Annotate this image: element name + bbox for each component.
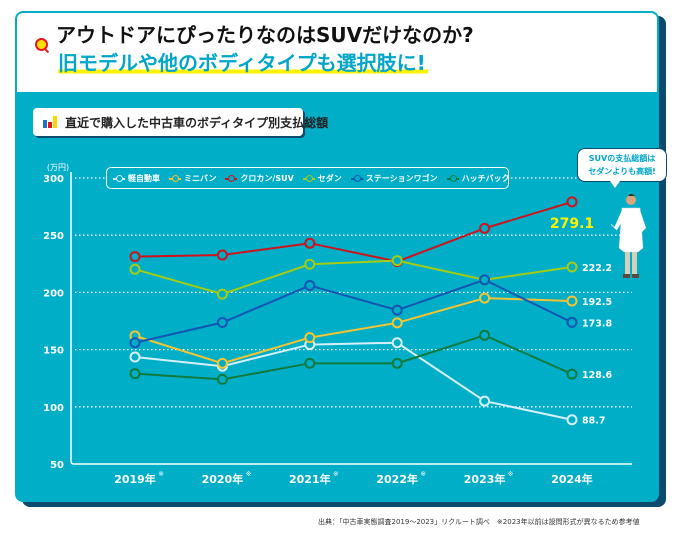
data-point [479,274,491,286]
data-point [304,280,316,292]
legend-item: 軽自動車 [113,173,160,184]
x-tick-footnote-mark: ※ [333,470,339,478]
legend-marker-icon [113,174,125,182]
data-point [566,261,578,273]
data-point [216,373,228,385]
subheadline: 旧モデルや他のボディタイプも選択肢に! [58,47,428,76]
y-tick-label: 250 [43,231,64,242]
series-line [134,334,573,381]
data-point [304,258,316,270]
data-point [304,237,316,249]
bar-chart-icon [43,116,57,128]
data-point [216,249,228,261]
legend-label: クロカン/SUV [240,173,294,183]
data-point [391,317,403,329]
data-point [304,332,316,344]
data-point [566,414,578,426]
data-point [566,368,578,380]
x-tick-footnote-mark: ※ [245,470,251,478]
data-label: 192.5 [582,297,612,308]
callout-bubble: SUVの支払総額は セダンよりも高額! [577,148,667,188]
callout-line-2: セダンよりも高額! [588,167,656,176]
y-tick-label: 200 [43,288,64,299]
data-point [129,337,141,349]
legend-marker-icon [446,174,459,182]
callout-line-1: SUVの支払総額は [588,154,656,163]
data-point [566,196,578,208]
x-tick-label: 2023年 [464,472,506,486]
x-tick-footnote-mark: ※ [508,470,514,478]
x-tick-label: 2019年 [114,472,156,486]
legend-item: クロカン/SUV [225,173,294,184]
data-label: 128.6 [582,370,612,381]
data-point [129,351,141,363]
axis-line [70,172,632,465]
x-tick-label: 2021年 [289,472,331,486]
data-label-highlight: 279.1 [550,216,594,232]
legend-label: ステーションワゴン [365,173,438,183]
x-tick-footnote-mark: ※ [420,470,426,478]
data-point [391,304,403,316]
chart-title-box: 直近で購入した中古車のボディタイプ別支払総額 [33,108,328,136]
data-point [391,255,403,267]
data-label: 88.7 [582,416,605,427]
data-point [566,295,578,307]
data-point [479,292,491,304]
legend-marker-icon [169,174,181,182]
data-point [129,263,141,275]
data-point [566,316,578,328]
y-tick-label: 100 [43,403,64,414]
header: アウトドアにぴったりなのはSUVだけなのか? 旧モデルや他のボディタイプも選択肢… [17,13,657,92]
chart-title: 直近で購入した中古車のボディタイプ別支払総額 [65,116,329,130]
series-line [134,297,573,365]
headline: アウトドアにぴったりなのはSUVだけなのか? [56,23,474,47]
x-tick-label: 2020年 [202,472,244,486]
x-tick-label: 2024年 [551,472,593,486]
search-q-icon [35,38,48,51]
legend-label: 軽自動車 [128,173,160,183]
legend-marker-icon [350,174,363,182]
data-point [216,316,228,328]
legend-label: ハッチバック [461,173,510,183]
data-label: 222.2 [582,263,612,274]
data-point [129,251,141,263]
legend-marker-icon [225,174,238,182]
y-axis-unit: (万円) [47,163,69,172]
legend-label: ミニバン [184,173,217,183]
chart-panel: アウトドアにぴったりなのはSUVだけなのか? 旧モデルや他のボディタイプも選択肢… [15,11,659,502]
source-note: 出典：「中古車実態調査2019～2023」リクルート調べ ※2023年以前は設問… [318,518,640,526]
legend-label: セダン [317,173,342,183]
data-point [391,357,403,369]
legend-item: ミニバン [169,173,216,184]
legend-item: ハッチバック [446,173,510,184]
y-tick-label: 300 [43,174,64,185]
data-point [391,337,403,349]
data-point [479,395,491,407]
legend-marker-icon [302,174,315,182]
data-point [216,288,228,300]
legend-item: セダン [302,173,342,184]
x-tick-footnote-mark: ※ [158,470,164,478]
data-point [216,357,228,369]
data-point [304,357,316,369]
series-line [134,341,573,421]
data-point [479,222,491,234]
presenter-figure-icon [611,194,646,278]
data-label: 173.8 [582,318,612,329]
data-point [479,329,491,341]
series-line [134,278,573,344]
y-tick-label: 150 [43,346,64,357]
series-line [134,259,573,296]
data-point [129,368,141,380]
legend-item: ステーションワゴン [350,173,438,184]
legend: 軽自動車 ミニバン クロカン/SUV セダン ステーションワゴン ハッチバック [106,167,510,189]
y-tick-label: 50 [50,460,64,471]
series-line [134,200,573,263]
x-tick-label: 2022年 [376,472,418,486]
